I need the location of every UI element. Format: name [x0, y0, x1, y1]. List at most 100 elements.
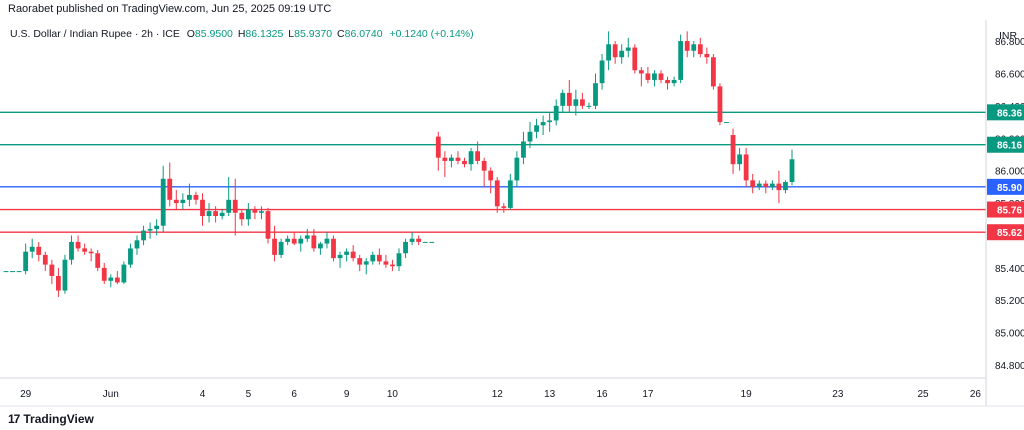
candle-117	[769, 180, 775, 191]
candle-33	[219, 209, 225, 220]
candle-119	[783, 180, 788, 194]
candle-96	[632, 44, 638, 74]
candles	[3, 31, 795, 298]
candle-114	[750, 173, 756, 194]
candle-38	[252, 206, 258, 220]
candle-75	[494, 177, 500, 213]
candle-19	[128, 243, 133, 268]
x-tick-12: 23	[832, 389, 844, 400]
candle-45	[298, 235, 304, 252]
candle-62	[409, 232, 415, 246]
candle-4	[29, 238, 35, 259]
candle-74	[488, 167, 494, 194]
change-value: +0.1240 (+0.14%)	[389, 28, 474, 40]
candle-48	[318, 241, 323, 255]
candle-56	[370, 251, 376, 265]
candle-100	[658, 70, 664, 84]
candle-82	[540, 115, 546, 136]
high-value: 86.1325	[245, 28, 284, 40]
candle-22	[147, 222, 153, 239]
candle-86	[566, 79, 572, 113]
x-tick-11: 19	[741, 389, 753, 400]
tradingview-footer[interactable]: 17 TradingView	[8, 412, 94, 426]
y-tick-10: 86.800	[995, 37, 1024, 48]
candle-73	[481, 157, 487, 187]
candle-15	[101, 262, 107, 285]
level-label-bg-3	[987, 201, 1024, 218]
candle-63	[416, 235, 422, 246]
candle-112	[737, 147, 742, 171]
x-tick-9: 16	[596, 389, 608, 400]
y-tick-0: 84.800	[995, 361, 1024, 372]
x-tick-13: 25	[917, 389, 929, 400]
candle-71	[468, 147, 474, 171]
candle-24	[160, 165, 166, 233]
candle-2	[16, 271, 22, 273]
candle-103	[678, 34, 684, 84]
candle-41	[272, 225, 277, 262]
candle-76	[501, 203, 507, 213]
low-label: L	[288, 28, 295, 40]
candle-110	[724, 122, 729, 124]
candle-95	[625, 37, 631, 58]
candle-42	[278, 238, 284, 259]
candle-14	[95, 250, 101, 272]
candle-12	[82, 243, 87, 255]
candle-83	[547, 112, 553, 132]
candle-55	[363, 258, 369, 275]
level-label-bg-4	[987, 224, 1024, 241]
candle-11	[75, 235, 81, 252]
candle-68	[449, 154, 454, 168]
candle-46	[304, 228, 310, 242]
candle-98	[645, 66, 651, 84]
x-tick-7: 12	[492, 389, 504, 400]
candle-27	[180, 193, 186, 210]
candle-66	[435, 131, 441, 171]
candle-32	[213, 206, 218, 223]
x-tick-2: 4	[200, 389, 206, 400]
candle-81	[534, 118, 539, 139]
symbol-legend: U.S. Dollar / Indian Rupee · 2h · ICE O8…	[10, 28, 474, 40]
open-label: O	[186, 28, 195, 40]
candle-18	[121, 261, 127, 285]
candle-13	[88, 248, 94, 262]
candle-65	[429, 241, 435, 243]
y-tick-1: 85.000	[995, 329, 1024, 340]
open-value: 85.9500	[194, 28, 233, 40]
tradingview-logo-icon: 17	[8, 412, 20, 426]
candle-97	[638, 66, 644, 87]
candle-101	[665, 76, 670, 90]
x-tick-6: 10	[387, 389, 399, 400]
candle-44	[291, 232, 297, 246]
y-tick-6: 86.000	[995, 167, 1024, 178]
x-tick-3: 5	[246, 389, 252, 400]
close-label: C	[337, 28, 345, 40]
candle-40	[265, 207, 271, 244]
candle-39	[259, 206, 264, 220]
candle-21	[141, 225, 146, 246]
candle-109	[717, 83, 723, 126]
y-tick-2: 85.200	[995, 296, 1024, 307]
level-label-bg-2	[987, 178, 1024, 195]
candle-85	[560, 89, 566, 113]
x-tick-4: 6	[291, 389, 297, 400]
y-tick-9: 86.600	[995, 69, 1024, 80]
candle-108	[711, 54, 716, 90]
candle-93	[612, 41, 618, 64]
candle-9	[62, 254, 68, 294]
candle-120	[789, 149, 795, 186]
candle-90	[593, 73, 598, 110]
candle-64	[422, 241, 428, 243]
candle-118	[776, 170, 782, 204]
candle-28	[187, 183, 192, 207]
candle-6	[42, 251, 48, 272]
candle-16	[108, 274, 114, 288]
candle-104	[684, 31, 690, 58]
candle-34	[226, 177, 232, 217]
candle-80	[527, 122, 533, 148]
candle-94	[619, 44, 625, 64]
candle-72	[475, 141, 480, 165]
candle-1	[10, 271, 15, 273]
candle-78	[514, 151, 520, 187]
